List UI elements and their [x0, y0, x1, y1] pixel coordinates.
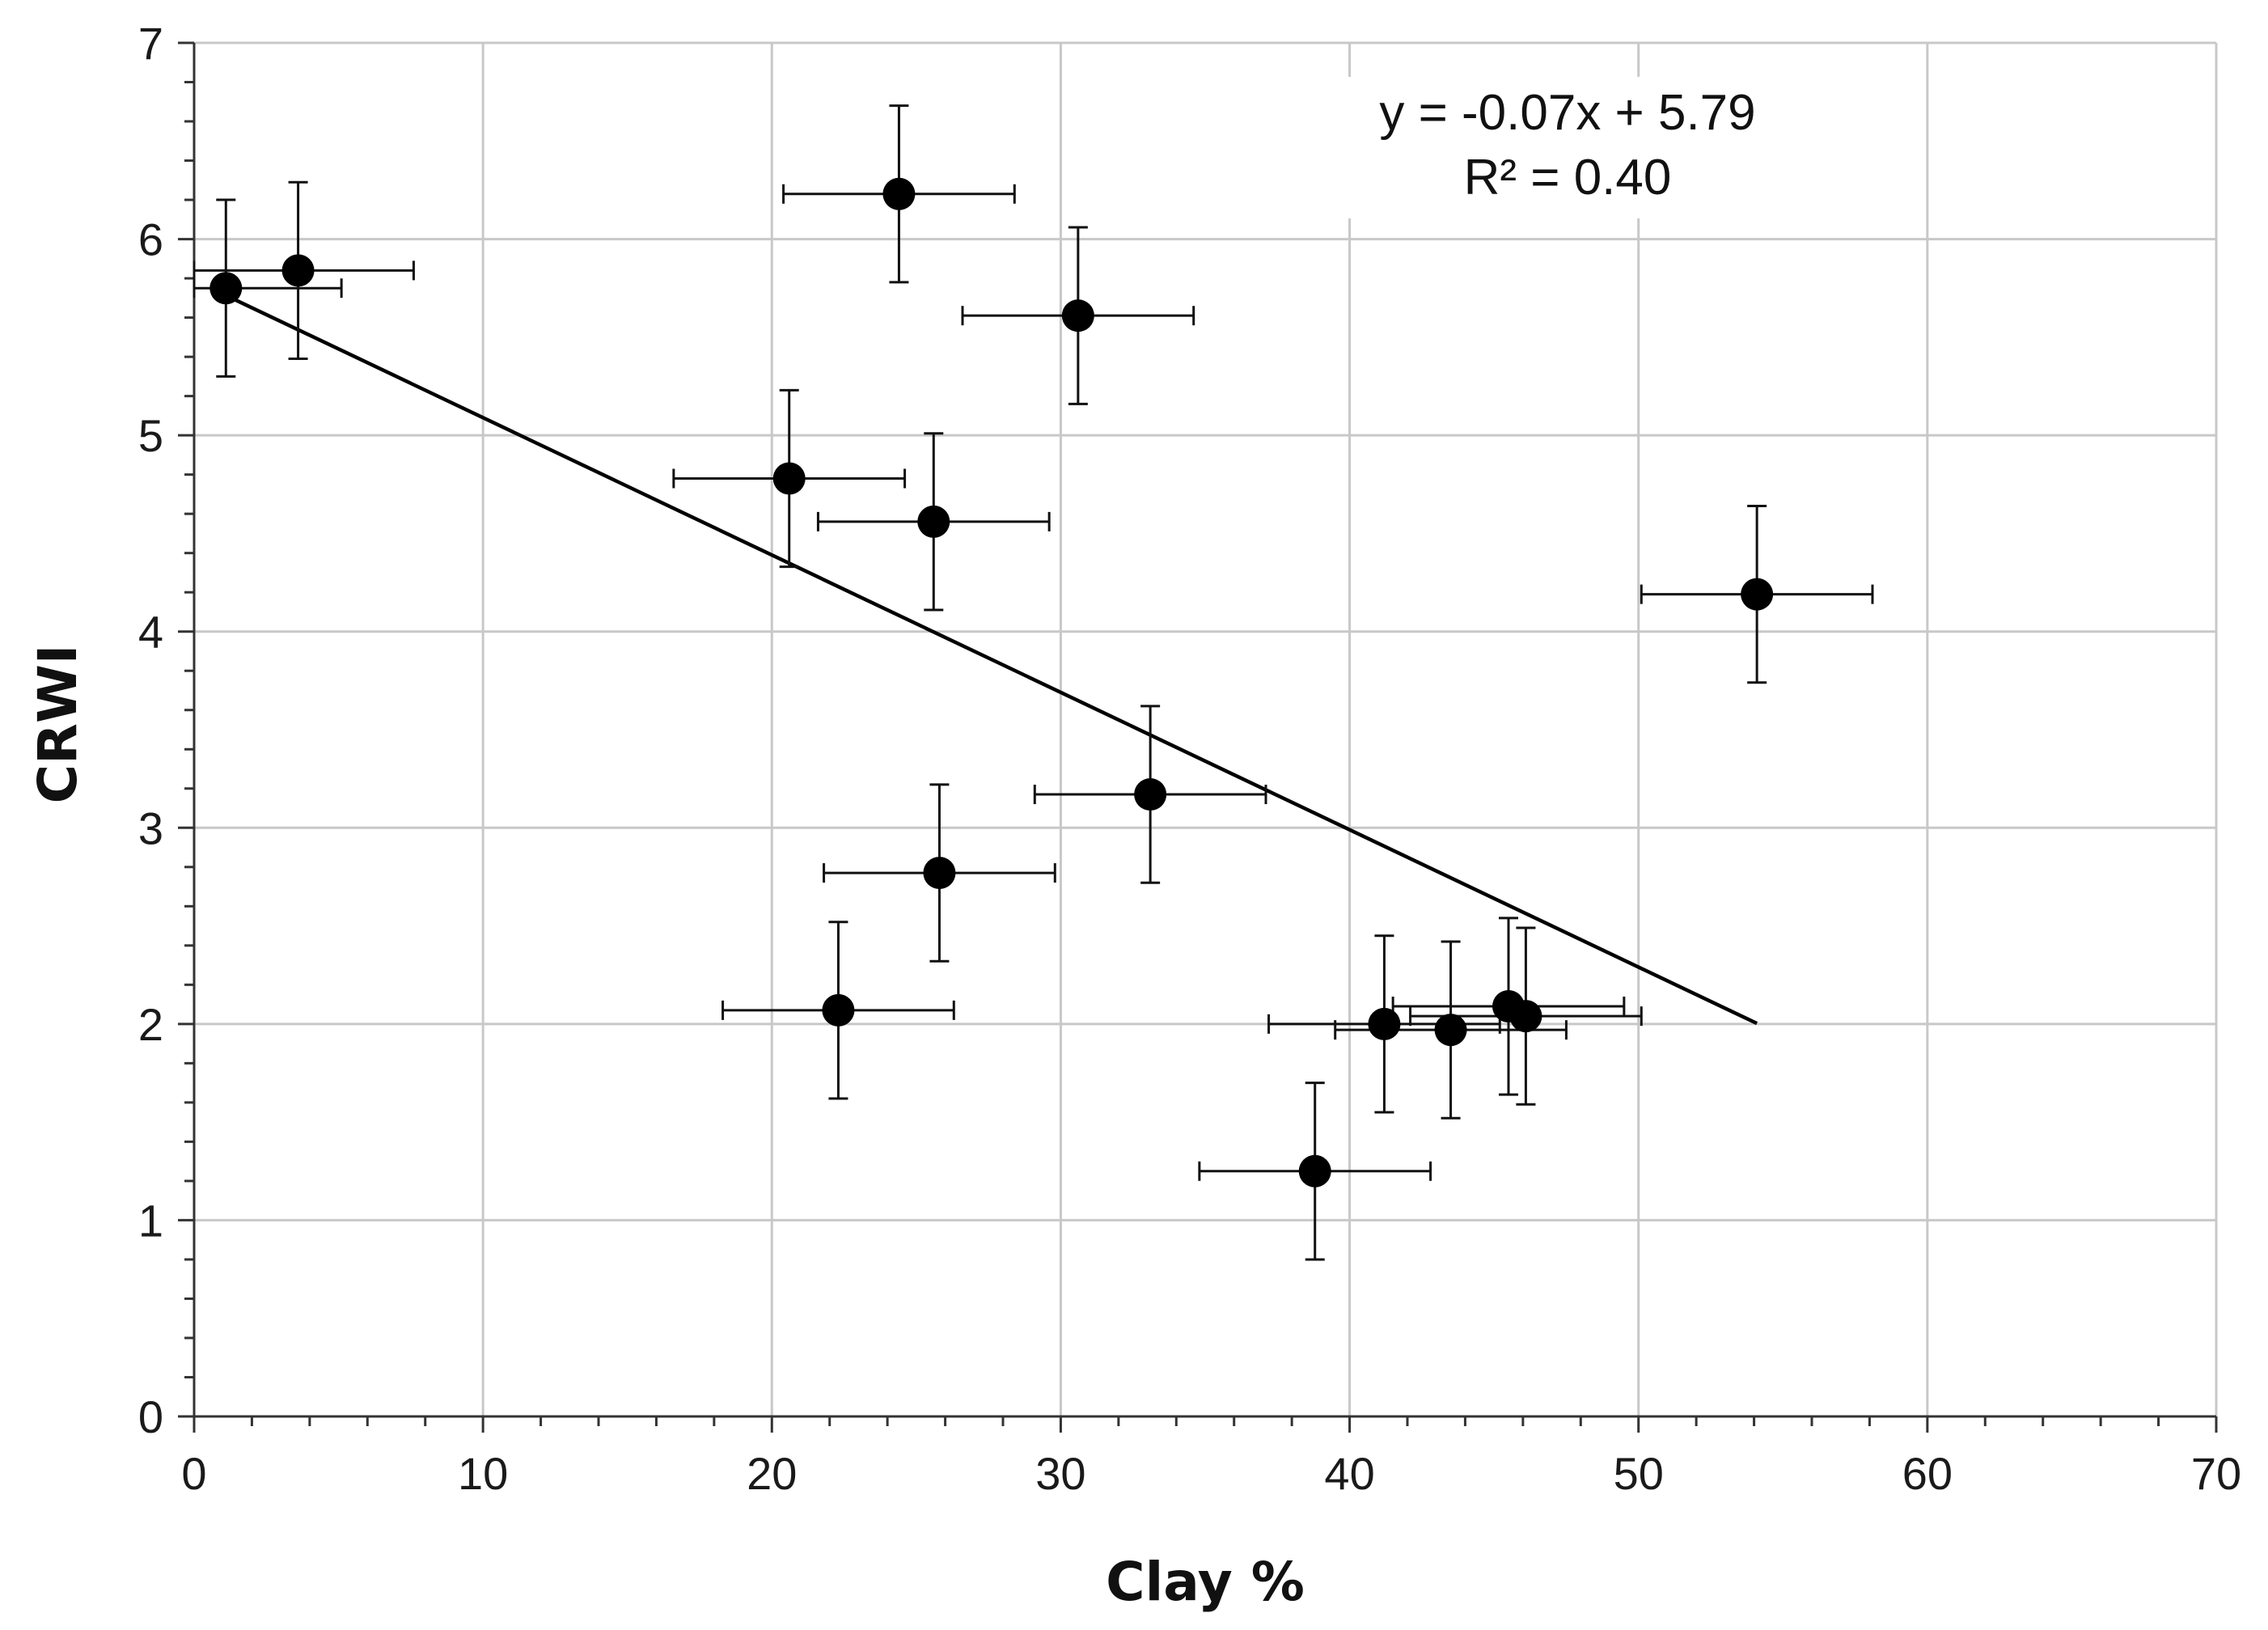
equation-box — [1343, 77, 1796, 218]
data-point — [882, 177, 916, 210]
data-points — [209, 177, 1774, 1188]
tick-labels: 0 10 20 30 40 50 60 70 0 1 2 3 4 5 6 7 — [138, 18, 2241, 1499]
y-tick-label: 4 — [138, 607, 163, 658]
x-tick-label: 50 — [1614, 1448, 1664, 1499]
grid-lines — [194, 41, 2218, 1416]
data-point — [1061, 299, 1094, 332]
axes — [193, 43, 2216, 1418]
y-tick-label: 6 — [138, 214, 163, 265]
data-point — [822, 993, 855, 1027]
x-tick-label: 20 — [747, 1448, 797, 1499]
data-point — [1298, 1154, 1331, 1188]
data-point — [281, 254, 315, 287]
y-tick-label: 5 — [138, 410, 163, 461]
data-point — [1741, 578, 1774, 611]
y-tick-label: 7 — [138, 18, 163, 69]
x-tick-label: 10 — [458, 1448, 508, 1499]
x-tick-label: 60 — [1902, 1448, 1953, 1499]
x-tick-label: 40 — [1324, 1448, 1374, 1499]
error-bars — [193, 104, 1874, 1261]
trendline-group — [225, 294, 1758, 1026]
trendline — [225, 294, 1758, 1026]
data-point — [772, 462, 806, 495]
data-point — [1434, 1014, 1467, 1047]
data-point — [917, 505, 950, 538]
x-tick-label: 0 — [181, 1448, 206, 1499]
data-point — [923, 857, 956, 890]
data-point — [1134, 778, 1167, 811]
x-tick-label: 70 — [2191, 1448, 2241, 1499]
y-tick-label: 2 — [138, 999, 163, 1050]
tick-marks — [178, 41, 2218, 1433]
y-tick-label: 3 — [138, 802, 163, 853]
x-tick-label: 30 — [1035, 1448, 1085, 1499]
equation-annotation: y = -0.07x + 5.79 R² = 0.40 — [1343, 77, 1796, 218]
equation-text: y = -0.07x + 5.79 — [1379, 85, 1755, 141]
x-axis-title: Clay % — [1106, 1551, 1305, 1613]
data-point — [1509, 1000, 1542, 1033]
data-point — [209, 272, 243, 305]
r-squared-text: R² = 0.40 — [1464, 150, 1672, 205]
y-tick-label: 0 — [138, 1391, 163, 1442]
data-point — [1368, 1007, 1401, 1040]
y-tick-label: 1 — [138, 1195, 163, 1246]
y-axis-title: CRWI — [27, 645, 89, 804]
